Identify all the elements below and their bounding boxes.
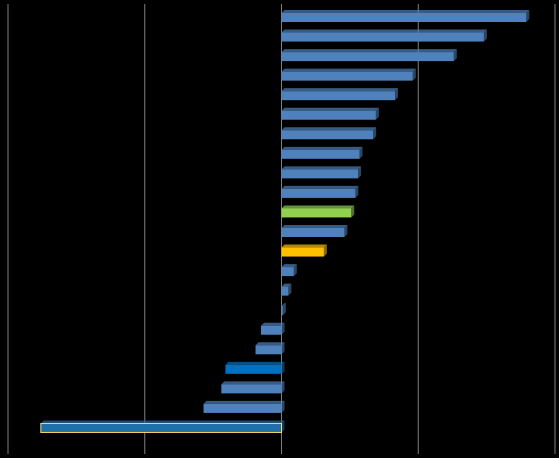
bar: [281, 91, 396, 101]
bar-side: [293, 264, 297, 277]
bar: [281, 110, 376, 120]
bar: [221, 384, 282, 394]
bar-side: [281, 381, 285, 394]
bar: [281, 267, 294, 277]
bar-top: [281, 107, 379, 111]
bar-side: [358, 166, 362, 179]
bar-top: [281, 127, 377, 131]
bar-side: [351, 205, 355, 218]
bar-top: [40, 420, 285, 424]
bar-top: [281, 88, 399, 92]
bar: [281, 71, 413, 81]
bar-side: [483, 29, 487, 42]
bar: [281, 169, 359, 179]
bar-side: [323, 244, 327, 257]
bar-side: [281, 322, 285, 335]
bar-top: [281, 244, 327, 248]
bar: [281, 52, 454, 62]
bar-side: [281, 342, 285, 355]
bar-top: [281, 283, 292, 287]
bar: [281, 306, 283, 316]
bar-top: [225, 361, 285, 365]
bar-side: [281, 400, 285, 413]
bar-top: [221, 381, 285, 385]
bar: [255, 345, 282, 355]
bar: [281, 208, 352, 218]
bar-side: [281, 361, 285, 374]
bar: [260, 325, 282, 335]
bar-top: [281, 264, 297, 268]
bar-side: [359, 146, 363, 159]
bar-side: [373, 127, 377, 140]
bar-side: [375, 107, 379, 120]
bar-top: [281, 49, 457, 53]
bar-top: [281, 205, 355, 209]
bar: [225, 364, 282, 374]
bar-top: [255, 342, 285, 346]
bar: [281, 13, 527, 22]
bar-side: [288, 283, 292, 296]
bar-side: [344, 225, 348, 237]
bar-side: [281, 420, 285, 433]
bar-side: [355, 185, 359, 198]
bar-top: [281, 29, 487, 33]
bar-top: [281, 166, 362, 170]
bar: [281, 32, 484, 42]
bar: [203, 403, 282, 413]
bar: [281, 247, 324, 257]
bar: [281, 228, 345, 237]
bar: [281, 188, 356, 198]
bar-top: [260, 322, 285, 326]
bar-side: [282, 303, 286, 316]
bar-side: [395, 88, 399, 101]
bar-top: [203, 400, 285, 404]
bar-top: [281, 185, 359, 189]
bar-side: [526, 10, 530, 22]
bar-top: [281, 10, 530, 13]
bar: [281, 286, 289, 296]
bar-top: [281, 303, 286, 307]
bar-top: [281, 146, 363, 150]
bar-top: [281, 225, 348, 228]
bar: [281, 149, 360, 159]
bar: [40, 422, 282, 433]
bar-side: [453, 49, 457, 62]
bar-top: [281, 68, 416, 72]
bar: [281, 130, 374, 140]
bar-side: [412, 68, 416, 81]
